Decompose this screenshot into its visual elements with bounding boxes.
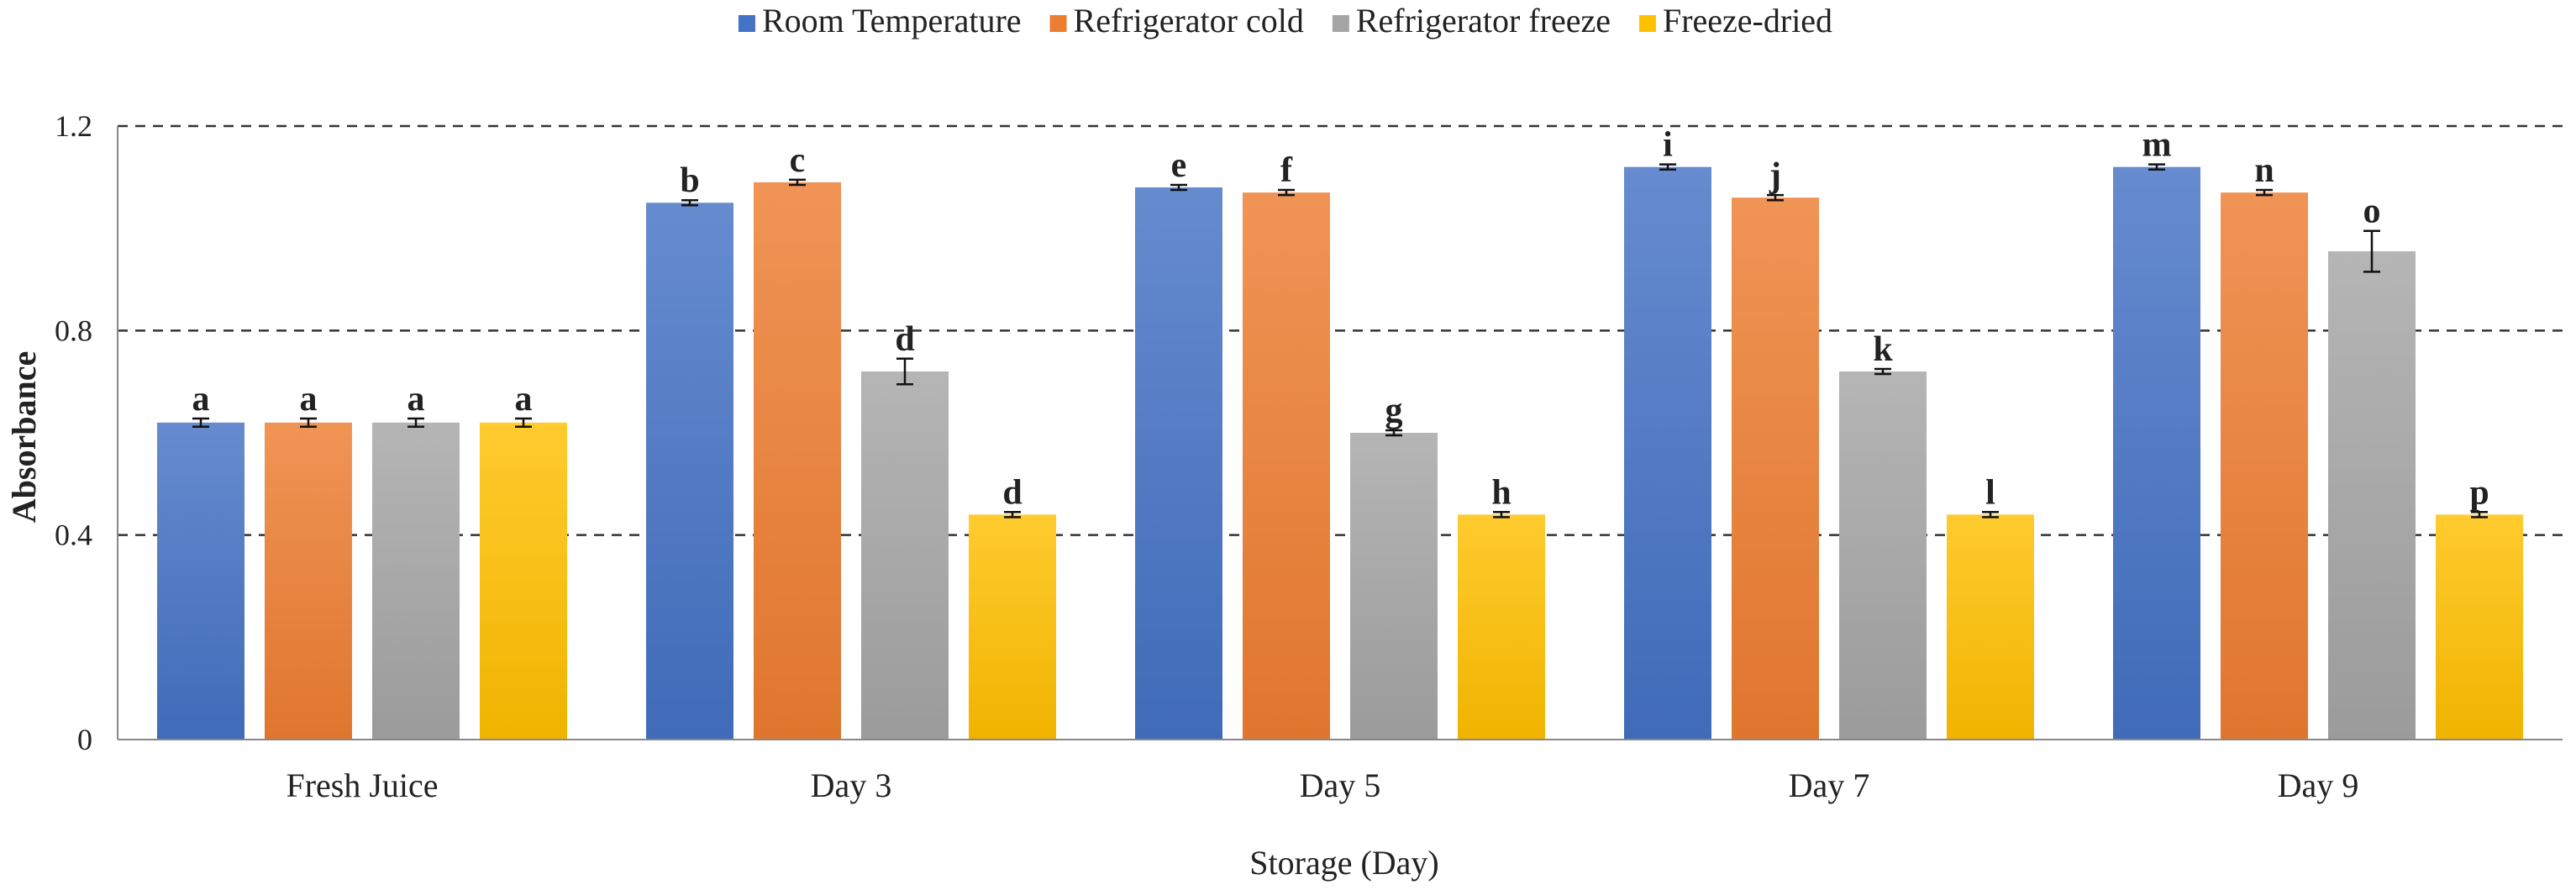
legend-item-freeze-dried: Freeze-dried <box>1638 2 1832 39</box>
bar-room-temperature-day-3 <box>646 203 733 740</box>
error-bar <box>1982 511 1999 519</box>
legend-swatch <box>1638 15 1656 32</box>
error-bar <box>192 417 209 428</box>
significance-label: a <box>192 380 210 419</box>
legend-label: Refrigerator cold <box>1074 2 1304 39</box>
legend-swatch <box>1049 15 1067 32</box>
error-bar <box>1659 163 1676 171</box>
significance-label: a <box>407 380 425 419</box>
significance-label: m <box>2142 126 2172 165</box>
legend-label: Room Temperature <box>762 2 1022 39</box>
legend-item-refrigerator-freeze: Refrigerator freeze <box>1332 2 1611 39</box>
significance-label: i <box>1663 126 1673 165</box>
bar-freeze-dried-day-3 <box>969 514 1056 740</box>
bar-freeze-dried-day-9 <box>2436 514 2523 740</box>
significance-label: a <box>515 380 533 419</box>
y-axis-title: Absorbance <box>5 351 43 523</box>
error-bar <box>789 178 806 187</box>
error-bar <box>1385 429 1402 437</box>
significance-label: e <box>1171 146 1187 185</box>
y-tick-label: 0 <box>77 723 92 756</box>
bar-room-temperature-day-7 <box>1624 166 1711 740</box>
axes: 0 0.4 0.8 1.2 Fresh Juice Day 3 Day 5 Day 7 Day … <box>55 109 2563 804</box>
error-bar <box>1278 188 1295 197</box>
significance-label: n <box>2254 151 2274 190</box>
significance-label: f <box>1280 151 1293 190</box>
legend-label: Freeze-dried <box>1663 2 1832 39</box>
bar-refrigerator-freeze-day-5 <box>1350 433 1438 740</box>
y-tick-label: 0.8 <box>55 313 92 347</box>
error-bar <box>1170 183 1187 192</box>
bar-refrigerator-cold-day-7 <box>1732 197 1819 740</box>
y-tick-label: 0.4 <box>55 519 92 552</box>
bar-refrigerator-cold-day-3 <box>754 182 841 740</box>
bar-refrigerator-cold-fresh-juice <box>265 422 352 740</box>
legend: Room Temperature Refrigerator cold Refrige… <box>738 2 1832 39</box>
x-category-label: Day 3 <box>811 766 892 804</box>
error-bar <box>1493 511 1510 519</box>
error-bar <box>1004 511 1021 519</box>
error-bar <box>1874 367 1891 376</box>
legend-label: Refrigerator freeze <box>1356 2 1611 39</box>
error-bar <box>2256 188 2273 197</box>
bar-refrigerator-cold-day-5 <box>1243 192 1330 740</box>
x-axis-title: Storage (Day) <box>1249 844 1438 882</box>
bar-freeze-dried-day-7 <box>1947 514 2034 740</box>
error-bar <box>681 198 698 207</box>
significance-label: b <box>680 161 699 200</box>
error-bar <box>2363 229 2380 273</box>
bar-room-temperature-fresh-juice <box>157 422 244 740</box>
error-bar <box>300 417 317 428</box>
x-category-label: Day 9 <box>2278 766 2359 804</box>
significance-label: g <box>1385 392 1403 430</box>
legend-item-room-temperature: Room Temperature <box>738 2 1022 39</box>
error-bar <box>2471 511 2488 519</box>
significance-label: d <box>1002 473 1022 512</box>
legend-swatch <box>1332 15 1349 32</box>
significance-label: k <box>1873 330 1893 369</box>
legend-item-refrigerator-cold: Refrigerator cold <box>1049 2 1304 39</box>
bar-refrigerator-cold-day-9 <box>2221 192 2308 740</box>
error-bar <box>515 417 532 428</box>
error-bar <box>2148 163 2165 171</box>
error-bar <box>1767 193 1784 202</box>
x-category-label: Day 5 <box>1300 766 1381 804</box>
bar-refrigerator-freeze-day-9 <box>2328 251 2416 740</box>
bars: a a a a b c d d e f g h i j k l m n o p <box>157 126 2523 740</box>
significance-label: d <box>895 320 914 359</box>
significance-label: j <box>1769 156 1781 195</box>
error-bar <box>896 357 913 386</box>
legend-swatch <box>738 15 755 32</box>
significance-label: p <box>2469 473 2489 512</box>
x-category-label: Fresh Juice <box>286 766 438 804</box>
significance-label: a <box>300 380 318 419</box>
significance-label: o <box>2363 192 2381 231</box>
bar-refrigerator-freeze-fresh-juice <box>372 422 460 740</box>
y-tick-label: 1.2 <box>55 109 92 143</box>
bar-freeze-dried-day-5 <box>1458 514 1545 740</box>
bar-room-temperature-day-9 <box>2113 166 2200 740</box>
error-bar <box>407 417 424 428</box>
significance-label: l <box>1985 473 1995 512</box>
bar-freeze-dried-fresh-juice <box>480 422 567 740</box>
bar-room-temperature-day-5 <box>1135 187 1222 740</box>
x-category-label: Day 7 <box>1789 766 1870 804</box>
significance-label: h <box>1491 473 1511 512</box>
bar-refrigerator-freeze-day-3 <box>861 371 949 740</box>
significance-label: c <box>790 141 806 180</box>
bar-refrigerator-freeze-day-7 <box>1839 371 1927 740</box>
